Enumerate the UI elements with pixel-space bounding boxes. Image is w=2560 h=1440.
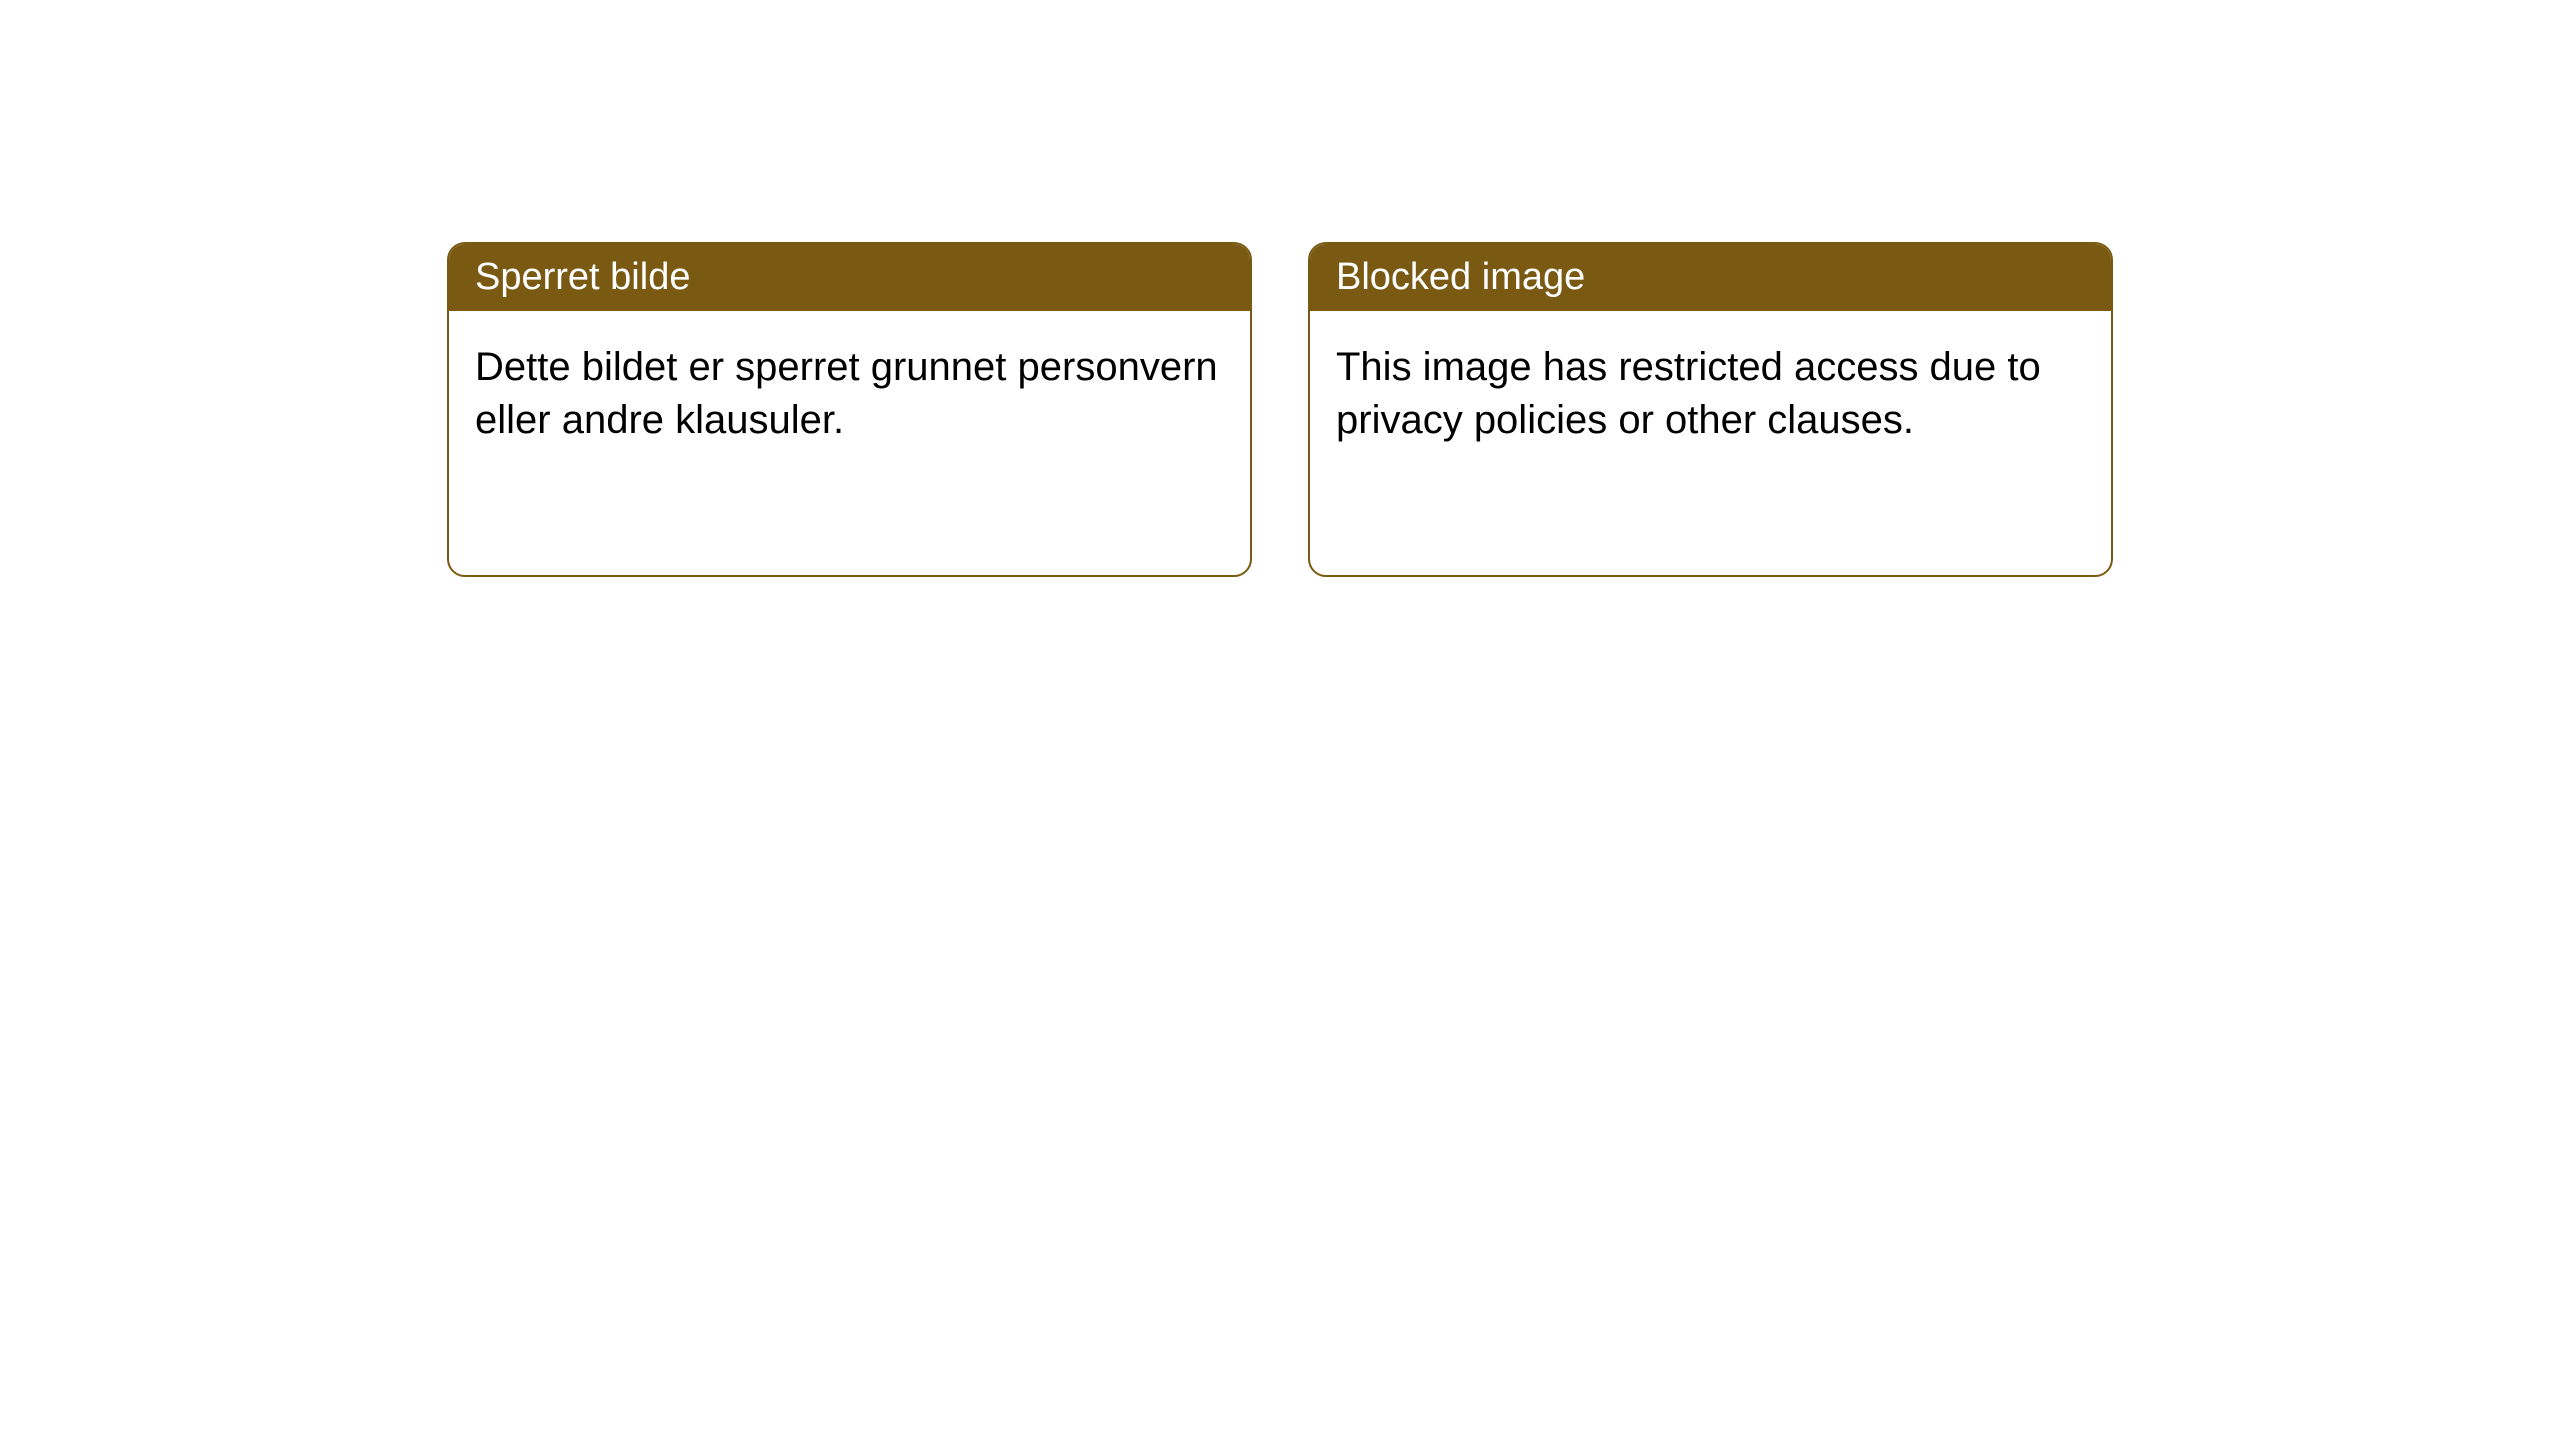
card-header: Sperret bilde	[449, 244, 1250, 311]
card-title: Blocked image	[1336, 256, 1585, 298]
card-body-text: Dette bildet er sperret grunnet personve…	[475, 345, 1218, 442]
card-title: Sperret bilde	[475, 256, 690, 298]
blocked-image-card-en: Blocked image This image has restricted …	[1308, 242, 2113, 577]
card-body: Dette bildet er sperret grunnet personve…	[449, 311, 1250, 575]
card-body-text: This image has restricted access due to …	[1336, 345, 2041, 442]
blocked-image-cards: Sperret bilde Dette bildet er sperret gr…	[447, 242, 2113, 577]
blocked-image-card-no: Sperret bilde Dette bildet er sperret gr…	[447, 242, 1252, 577]
card-header: Blocked image	[1310, 244, 2111, 311]
card-body: This image has restricted access due to …	[1310, 311, 2111, 575]
